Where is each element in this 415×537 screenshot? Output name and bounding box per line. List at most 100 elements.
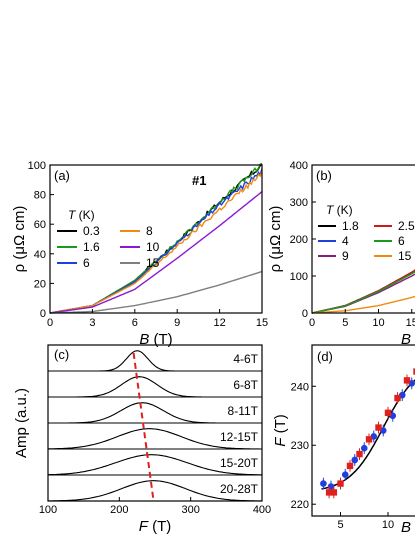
y-tick-label-20: 20 bbox=[34, 278, 46, 290]
panel-label-c: (c) bbox=[54, 347, 69, 362]
sample-annotation: #1 bbox=[192, 173, 206, 188]
series-1.6K-line bbox=[49, 162, 263, 314]
x-tick-label-12: 12 bbox=[213, 317, 225, 329]
y-tick-label-220: 220 bbox=[291, 499, 309, 511]
row-label-6-8T: 6-8T bbox=[233, 378, 258, 392]
legend-title-b: T (K) bbox=[326, 203, 353, 217]
point-s1-1 bbox=[330, 489, 338, 496]
y-tick-label-60: 60 bbox=[34, 219, 46, 231]
point-s1-2 bbox=[337, 480, 344, 487]
panel-label-b: (b) bbox=[316, 168, 332, 183]
fit-curve bbox=[321, 379, 415, 490]
series-0.3K-line bbox=[49, 163, 263, 314]
panel-d: 51015220230240(d)BF (T) bbox=[272, 344, 415, 536]
legend-label-15K: 15 bbox=[146, 256, 160, 270]
legend-label-10K: 10 bbox=[146, 240, 160, 254]
x-tick-label-9: 9 bbox=[174, 317, 180, 329]
point-s0-4 bbox=[360, 444, 368, 452]
y-tick-label-100: 100 bbox=[28, 160, 46, 172]
x-tick-label-200: 200 bbox=[110, 504, 128, 516]
x-tick-label-15: 15 bbox=[256, 317, 268, 329]
point-s1-9 bbox=[403, 377, 411, 384]
legend-title-a: T (K) bbox=[68, 208, 95, 222]
y-tick-label-300: 300 bbox=[290, 197, 308, 209]
panel-label-d: (d) bbox=[317, 349, 333, 364]
y-axis-label-a: ρ (μΩ cm) bbox=[11, 206, 28, 273]
panel-label-a: (a) bbox=[54, 168, 70, 183]
y-tick-label-80: 80 bbox=[34, 190, 46, 202]
x-tick-label-0: 0 bbox=[47, 317, 53, 329]
x-tick-label-3: 3 bbox=[89, 317, 95, 329]
series-15K-line bbox=[311, 295, 415, 314]
point-s1-0 bbox=[325, 489, 333, 496]
spectrum-20-28T bbox=[48, 480, 262, 502]
row-label-20-28T: 20-28T bbox=[220, 482, 259, 496]
legend-label-4K: 4 bbox=[342, 234, 349, 248]
x-axis-label-c: F (T) bbox=[139, 518, 172, 535]
point-s1-4 bbox=[356, 450, 363, 458]
series-15K-line bbox=[49, 270, 263, 314]
x-axis-label-b: B bbox=[401, 331, 411, 348]
y-tick-label-230: 230 bbox=[291, 440, 309, 452]
point-s0-0 bbox=[320, 480, 327, 487]
point-s0-3 bbox=[351, 456, 359, 464]
legend-label-0.3K: 0.3 bbox=[83, 224, 100, 238]
series-6K-line bbox=[311, 271, 415, 314]
legend-label-1.8K: 1.8 bbox=[342, 219, 359, 233]
y-tick-label-0: 0 bbox=[302, 308, 308, 320]
x-tick-label-15: 15 bbox=[406, 317, 415, 329]
x-tick-label-300: 300 bbox=[181, 504, 199, 516]
peak-trend-dashed-line bbox=[132, 352, 155, 502]
x-tick-label-10: 10 bbox=[372, 317, 384, 329]
legend-label-15K: 15 bbox=[398, 249, 412, 263]
row-label-12-15T: 12-15T bbox=[220, 430, 259, 444]
point-s1-8 bbox=[394, 394, 401, 402]
y-axis-label-c: Amp (a.u.) bbox=[13, 388, 30, 458]
x-tick-label-10: 10 bbox=[382, 519, 394, 531]
point-s1-7 bbox=[384, 409, 392, 417]
row-label-8-11T: 8-11T bbox=[228, 404, 259, 418]
legend-label-9K: 9 bbox=[342, 249, 349, 263]
point-s1-6 bbox=[375, 424, 382, 431]
y-tick-label-200: 200 bbox=[290, 234, 308, 246]
legend-label-6K: 6 bbox=[398, 234, 405, 248]
legend-label-1.6K: 1.6 bbox=[83, 240, 100, 254]
spectrum-15-20T bbox=[48, 454, 262, 476]
series-8K-line bbox=[49, 170, 263, 314]
series-10K-line bbox=[49, 191, 263, 314]
row-label-15-20T: 15-20T bbox=[220, 456, 259, 470]
y-tick-label-40: 40 bbox=[34, 249, 46, 261]
x-tick-label-5: 5 bbox=[337, 519, 343, 531]
y-tick-label-400: 400 bbox=[290, 160, 308, 172]
spectrum-8-11T bbox=[48, 402, 262, 424]
x-tick-label-400: 400 bbox=[253, 504, 271, 516]
x-tick-label-0: 0 bbox=[309, 317, 315, 329]
y-axis-label-d: F (T) bbox=[272, 414, 289, 447]
point-s1-10 bbox=[413, 368, 415, 375]
series-9K-line bbox=[311, 273, 415, 314]
panel-b: 0 5 10 15 0 100 200 300 400 (b) Bρ (μΩ cm) T (K) 1.8… bbox=[267, 160, 415, 348]
x-tick-label-100: 100 bbox=[39, 504, 57, 516]
plot-frame-c bbox=[47, 344, 263, 502]
panel-a: 0 3 6 9 12 15 0 20 40 60 80 100 (a) #1 B (T) ρ (μΩ cm) T… bbox=[11, 160, 268, 348]
panel-c: 4-6T 6-8T 8-11T 12-15T 15-20T 20-28T 100 200 300… bbox=[13, 344, 271, 535]
point-s0-2 bbox=[341, 471, 349, 479]
x-tick-label-5: 5 bbox=[342, 317, 348, 329]
y-tick-label-100: 100 bbox=[290, 271, 308, 283]
plot-frame-a bbox=[49, 164, 263, 314]
point-s1-3 bbox=[346, 462, 354, 470]
plot-frame-d bbox=[311, 344, 415, 517]
y-tick-label-0: 0 bbox=[40, 308, 46, 320]
y-tick-label-240: 240 bbox=[291, 381, 309, 393]
spectrum-6-8T bbox=[48, 376, 262, 398]
legend-label-8K: 8 bbox=[146, 224, 153, 238]
row-label-4-6T: 4-6T bbox=[233, 352, 258, 366]
x-axis-label-d: B bbox=[401, 519, 411, 536]
y-axis-label-b: ρ (μΩ cm) bbox=[267, 206, 284, 273]
legend-label-6K: 6 bbox=[83, 256, 90, 270]
spectrum-12-15T bbox=[47, 428, 262, 450]
point-s1-5 bbox=[365, 436, 373, 443]
legend-label-2.5K: 2.5 bbox=[398, 219, 415, 233]
spectrum-4-6T bbox=[48, 350, 262, 372]
